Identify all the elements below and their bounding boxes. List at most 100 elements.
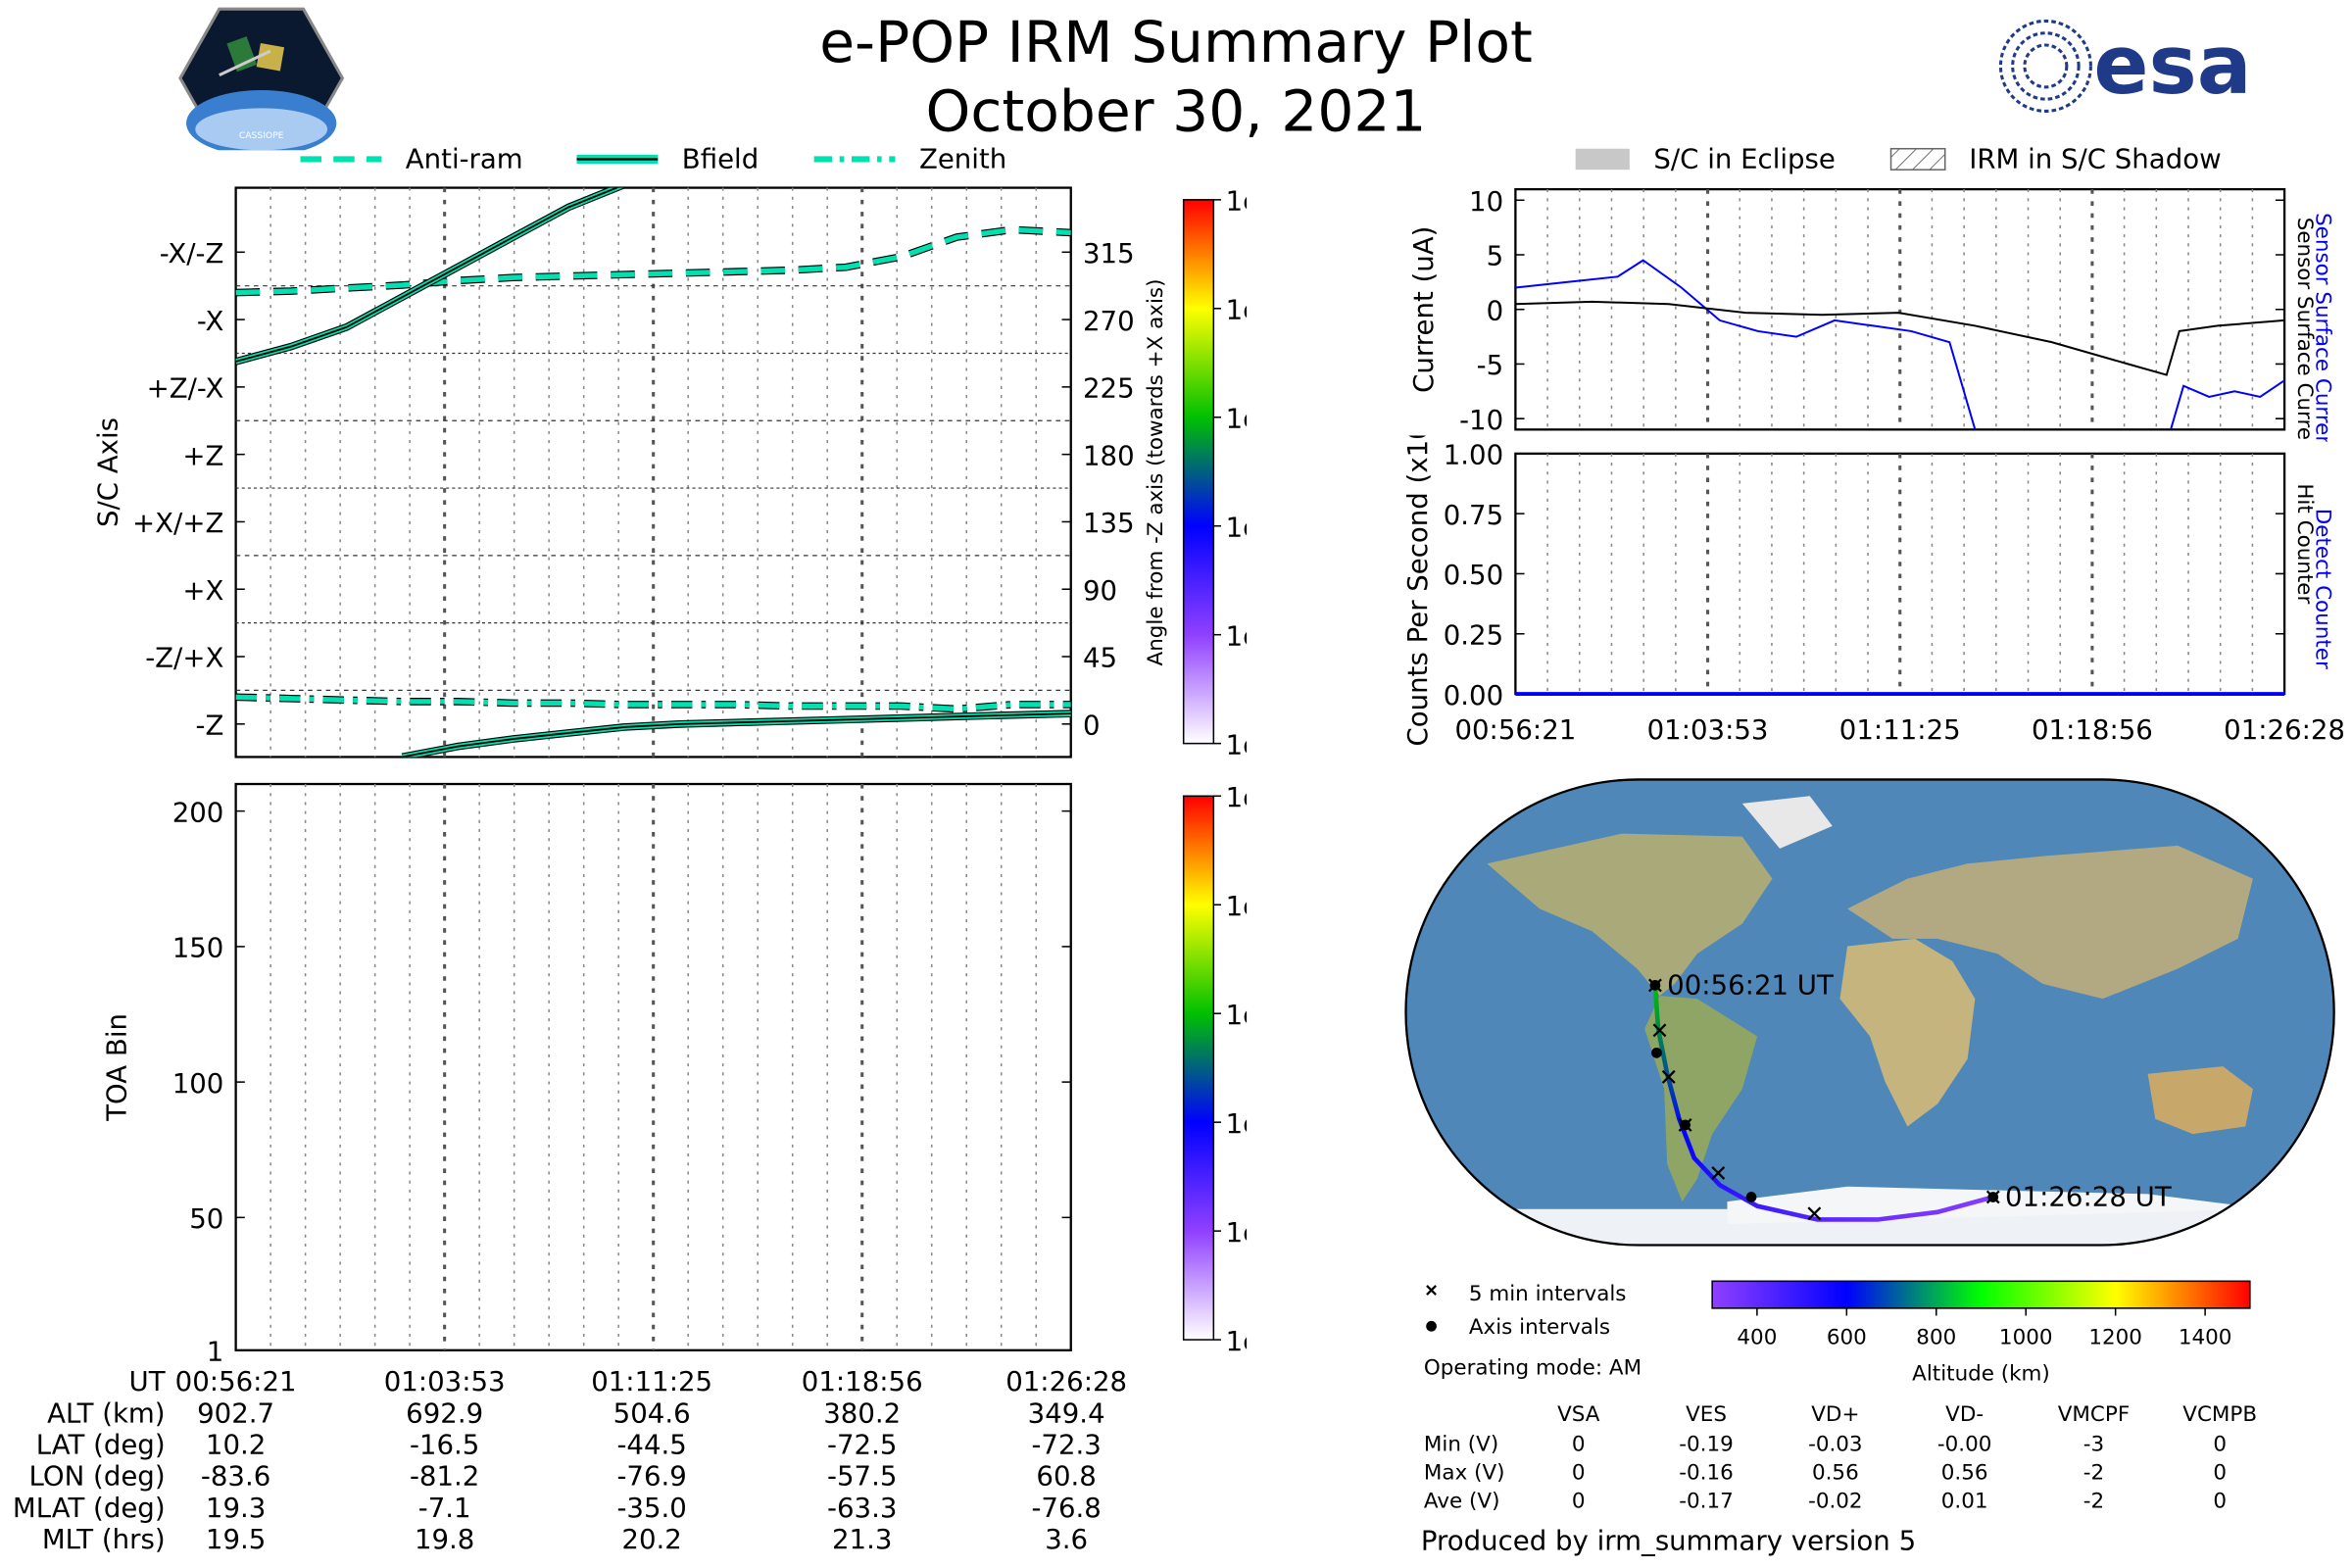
axis-label: +Z [182, 439, 223, 471]
voltage-cell: 0.01 [1940, 1490, 1988, 1514]
axis-label: +Z/-X [147, 372, 224, 405]
ephemeris-cell: 21.3 [832, 1524, 893, 1556]
ephemeris-cell: -16.5 [409, 1430, 480, 1462]
orientation-y2label: Angle from -Z axis (towards +X axis) [1144, 279, 1168, 666]
ephemeris-cell: 692.9 [406, 1397, 484, 1431]
axis-label: +X [182, 574, 223, 607]
esa-logo: esa [1998, 18, 2252, 113]
ephemeris-cell: 20.2 [621, 1524, 682, 1556]
voltage-cell: 0 [1571, 1433, 1586, 1457]
ephemeris-cell: -63.3 [827, 1493, 898, 1525]
voltage-cell: 0 [1571, 1461, 1586, 1486]
counts-tick: 1.00 [1444, 439, 1503, 471]
altitude-tick: 400 [1737, 1326, 1777, 1350]
track-start-label: 00:56:21 UT [1667, 969, 1834, 1002]
ephemeris-cell: 01:11:25 [591, 1366, 713, 1398]
voltage-cell: 0 [2213, 1461, 2228, 1486]
legend-antiram-label: Anti-ram [406, 143, 523, 175]
orbit-track [1652, 985, 1994, 1222]
orbit-map: 00:56:21 UT 01:26:28 UT [1404, 778, 2335, 1247]
ephemeris-cell: -35.0 [616, 1493, 687, 1525]
ephemeris-cell: 01:18:56 [801, 1366, 923, 1398]
voltage-cell: -2 [2082, 1461, 2105, 1486]
ephemeris-cell: -57.5 [827, 1461, 898, 1494]
voltage-cell: -0.16 [1679, 1461, 1734, 1486]
counts-y2label-blue: Detect Counter [2310, 509, 2334, 669]
tof-tick: 1 [207, 1336, 224, 1368]
colorbar-tick: 1e5 [1226, 781, 1247, 813]
colorbar-tick: 1e4 [1226, 294, 1247, 326]
colorbar-tick: 1e2 [1226, 1107, 1247, 1140]
ephemeris-row-label: LAT (deg) [35, 1430, 166, 1462]
colorbar-tick: 1e0 [1226, 728, 1247, 760]
counts-tick: 0.75 [1444, 499, 1503, 531]
legend-eclipse-swatch [1575, 148, 1630, 171]
colorbar-tick: 1e5 [1226, 185, 1247, 218]
orientation-frame [234, 186, 1072, 759]
counts-ylabel: Counts Per Second (x10³) [1401, 435, 1434, 746]
current-tick: 5 [1487, 240, 1504, 272]
colorbar-tick: 1e4 [1226, 890, 1247, 922]
time-tick: 01:11:25 [1839, 713, 1961, 746]
ephemeris-row-label: MLAT (deg) [12, 1493, 166, 1525]
tof-ylabel: TOA Bin [101, 1013, 133, 1122]
voltage-cell: -0.03 [1808, 1433, 1863, 1457]
map-legend: 5 min intervals Axis intervals [1426, 1282, 1626, 1340]
ephemeris-row: MLT (hrs) 19.5 19.8 20.2 21.3 3.6 [0, 1525, 1171, 1556]
ephemeris-row: LON (deg) -83.6 -81.2 -76.9 -57.5 60.8 [0, 1461, 1171, 1493]
angle-tick: 270 [1083, 305, 1135, 337]
ephemeris-cell: -7.1 [417, 1493, 471, 1525]
angle-tick: 90 [1083, 574, 1117, 607]
colorbar [1182, 199, 1215, 745]
ephemeris-cell: 19.5 [205, 1524, 267, 1556]
tof-tick: 50 [189, 1202, 223, 1235]
counts-y2label-black: Hit Counter [2292, 483, 2317, 604]
current-tick: -5 [1477, 349, 1504, 381]
ephemeris-cell: 01:03:53 [383, 1366, 506, 1398]
voltage-row-label: Ave (V) [1423, 1490, 1500, 1514]
voltage-table: VSA VES VD+ VD- VMCPF VCMPB Min (V) 0 -0.19 -0.03… [1421, 1402, 2323, 1523]
series-anti-ram [235, 226, 1071, 296]
current-tick: 0 [1487, 294, 1504, 326]
legend-shadow-label: IRM in S/C Shadow [1969, 143, 2221, 175]
voltage-header: VCMPB [2182, 1402, 2258, 1427]
voltage-header: VSA [1557, 1402, 1600, 1427]
ephemeris-table: UT 00:56:21 01:03:53 01:11:25 01:18:56 01:26:… [0, 1367, 1171, 1568]
altitude-colorbar: 400 600 800 1000 1200 1400 Altitude (km) [1711, 1280, 2251, 1386]
colorbar-tick: 1e1 [1226, 619, 1247, 652]
ephemeris-cell: 3.6 [1045, 1524, 1089, 1556]
time-tick: 01:03:53 [1647, 713, 1769, 746]
current-series [1515, 300, 2285, 376]
ephemeris-cell: 902.7 [197, 1397, 275, 1431]
ephemeris-row: ALT (km) 902.7 692.9 504.6 380.2 349.4 [0, 1398, 1171, 1430]
page-date: October 30, 2021 [925, 77, 1427, 145]
ephemeris-cell: -76.8 [1031, 1493, 1102, 1525]
legend-axis-label: Axis intervals [1469, 1315, 1610, 1340]
tof-tick: 150 [172, 932, 224, 964]
esa-text: esa [2093, 18, 2251, 113]
legend-zenith-label: Zenith [919, 143, 1006, 175]
voltage-cell: -0.17 [1679, 1490, 1734, 1514]
voltage-cell: 0.56 [1811, 1461, 1859, 1486]
tof-tick: 100 [172, 1067, 224, 1100]
voltage-cell: -0.19 [1679, 1433, 1734, 1457]
altitude-tick: 800 [1916, 1326, 1956, 1350]
track-end-label: 01:26:28 UT [2005, 1181, 2172, 1213]
ephemeris-cell: -76.9 [616, 1461, 687, 1494]
colorbar-tick: 1e1 [1226, 1216, 1247, 1249]
time-tick: 01:18:56 [2032, 713, 2153, 746]
counts-panel: 1.00 0.75 0.50 0.25 0.00 Counts Per Second (x… [1401, 435, 2343, 746]
voltage-cell: -0.00 [1936, 1433, 1992, 1457]
colorbar-tick: 1e3 [1226, 402, 1247, 434]
ephemeris-cell: 19.8 [414, 1524, 475, 1556]
voltage-cell: 0 [2213, 1433, 2228, 1457]
ephemeris-row-label: ALT (km) [47, 1397, 166, 1431]
altitude-tick: 1400 [2179, 1326, 2232, 1350]
axis-label: +X/+Z [132, 507, 223, 539]
map-border [1404, 778, 2335, 1247]
voltage-cell: -2 [2082, 1490, 2105, 1514]
voltage-header: VD- [1945, 1402, 1984, 1427]
axis-label: -X [197, 305, 224, 337]
altitude-tick: 1000 [1999, 1326, 2053, 1350]
